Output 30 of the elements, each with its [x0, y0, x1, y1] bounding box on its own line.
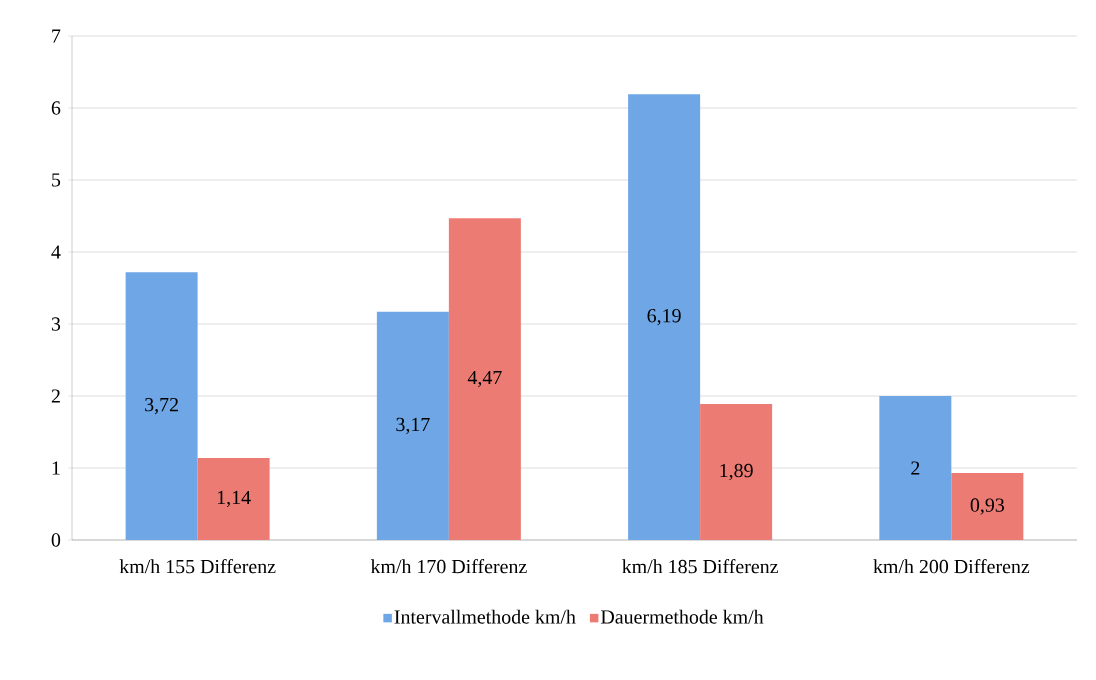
data-label: 0,93 — [970, 498, 1005, 515]
data-label: 1,14 — [217, 490, 251, 508]
bar — [376, 311, 449, 540]
bar — [951, 473, 1024, 540]
x-tick-label: km/h 185 Differenz — [622, 559, 778, 574]
legend-label: Intervallmethode km/h — [394, 609, 576, 624]
y-tick-label: 5 — [52, 173, 61, 187]
y-tick-label: 1 — [52, 461, 60, 475]
legend-label: Dauermethode km/h — [600, 609, 764, 624]
y-tick-label: 4 — [51, 245, 61, 259]
x-tick-label: km/h 170 Differenz — [370, 559, 527, 574]
data-label: 2 — [911, 461, 920, 475]
bar — [448, 218, 521, 540]
y-tick-label: 6 — [51, 101, 61, 115]
bar — [700, 403, 773, 540]
x-tick-label: km/h 200 Differenz — [873, 559, 1030, 574]
data-label: 3,17 — [396, 417, 430, 435]
y-tick-label: 3 — [51, 317, 61, 331]
y-tick-label: 7 — [52, 29, 61, 43]
x-tick-label: km/h 155 Differenz — [119, 559, 276, 574]
bar — [628, 94, 701, 540]
y-tick-label: 0 — [51, 533, 61, 547]
y-tick-label: 2 — [51, 389, 60, 403]
data-label: 3,72 — [145, 397, 178, 415]
data-label: 4,47 — [467, 371, 502, 388]
bar — [879, 396, 952, 540]
bar — [197, 457, 270, 540]
data-label: 1,89 — [720, 463, 753, 481]
bar — [125, 272, 198, 540]
data-label: 6,19 — [647, 309, 681, 326]
